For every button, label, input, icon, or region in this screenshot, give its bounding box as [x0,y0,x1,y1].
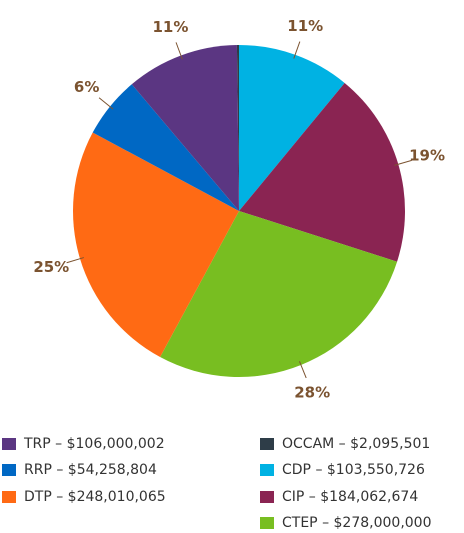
leader-line [394,159,412,166]
pie-slice [92,84,239,211]
leader-line [175,42,183,60]
legend-swatch [260,438,274,450]
pie-slice [131,45,239,211]
leader-line [66,257,84,264]
data-label: 11% [287,17,323,35]
legend-label: DTP – $248,010,065 [24,489,166,505]
legend-swatch [260,464,274,476]
data-label: 28% [294,383,330,401]
data-label: 25% [33,258,69,276]
legend-swatch [2,438,16,450]
leader-line [293,41,301,59]
legend-swatch [2,491,16,503]
pie-slice [160,211,398,377]
leader-line [299,361,307,379]
data-label: 19% [409,146,445,164]
pie-slice [73,132,239,358]
legend-swatch [260,491,274,503]
legend-swatch [2,464,16,476]
pie-slice [239,82,405,262]
data-label: 6% [74,78,99,96]
legend-label: RRP – $54,258,804 [24,462,157,478]
data-label: 11% [152,18,188,36]
legend-swatch [260,517,274,529]
legend-label: CDP – $103,550,726 [282,462,425,478]
pie-slice [239,45,345,211]
leader-line [98,97,114,110]
legend-label: TRP – $106,000,002 [23,436,165,452]
legend-label: OCCAM – $2,095,501 [282,436,430,452]
pie-slice [236,45,239,211]
legend-label: CTEP – $278,000,000 [282,515,432,531]
legend-label: CIP – $184,062,674 [282,489,418,505]
